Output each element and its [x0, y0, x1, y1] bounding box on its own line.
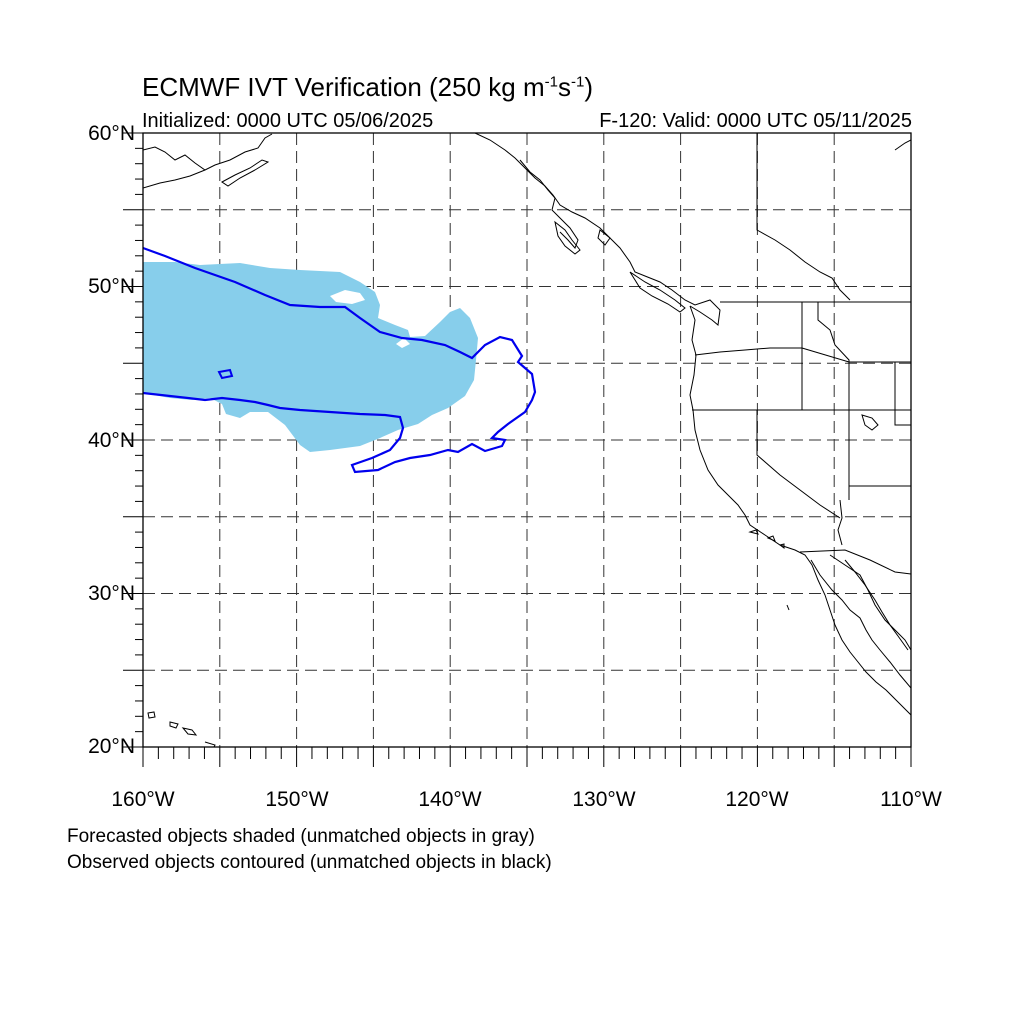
- state-borders: [692, 133, 911, 575]
- lon-label: 130°W: [572, 788, 635, 811]
- forecast-object-hole: [330, 290, 365, 304]
- forecast-object-hole2: [396, 338, 410, 348]
- legend-observed-note: Observed objects contoured (unmatched ob…: [67, 852, 552, 873]
- initialized-time: Initialized: 0000 UTC 05/06/2025: [142, 110, 434, 132]
- minor-ticks: [123, 132, 912, 767]
- lat-label: 30°N: [88, 582, 135, 605]
- map-frame: [142, 132, 912, 748]
- observed-object-contour: [143, 246, 537, 474]
- valid-time: F-120: Valid: 0000 UTC 05/11/2025: [599, 110, 912, 132]
- lat-label: 40°N: [88, 429, 135, 452]
- lat-label: 50°N: [88, 275, 135, 298]
- lon-labels: 160°W 150°W 140°W 130°W 120°W 110°W: [111, 788, 942, 811]
- lat-label: 60°N: [88, 122, 135, 145]
- lon-label: 160°W: [111, 788, 174, 811]
- coastlines: [143, 133, 911, 747]
- gridlines: [143, 133, 911, 747]
- map-title: ECMWF IVT Verification (250 kg m-1s-1): [142, 72, 593, 102]
- observed-object-small: [217, 368, 234, 380]
- lat-label: 20°N: [88, 735, 135, 758]
- lon-label: 110°W: [880, 788, 942, 811]
- legend-forecast-note: Forecasted objects shaded (unmatched obj…: [67, 826, 535, 847]
- forecast-object-fill: [143, 262, 478, 452]
- lat-labels: 20°N 30°N 40°N 50°N 60°N: [88, 122, 135, 758]
- lon-label: 120°W: [725, 788, 788, 811]
- lon-label: 140°W: [418, 788, 481, 811]
- lon-label: 150°W: [265, 788, 328, 811]
